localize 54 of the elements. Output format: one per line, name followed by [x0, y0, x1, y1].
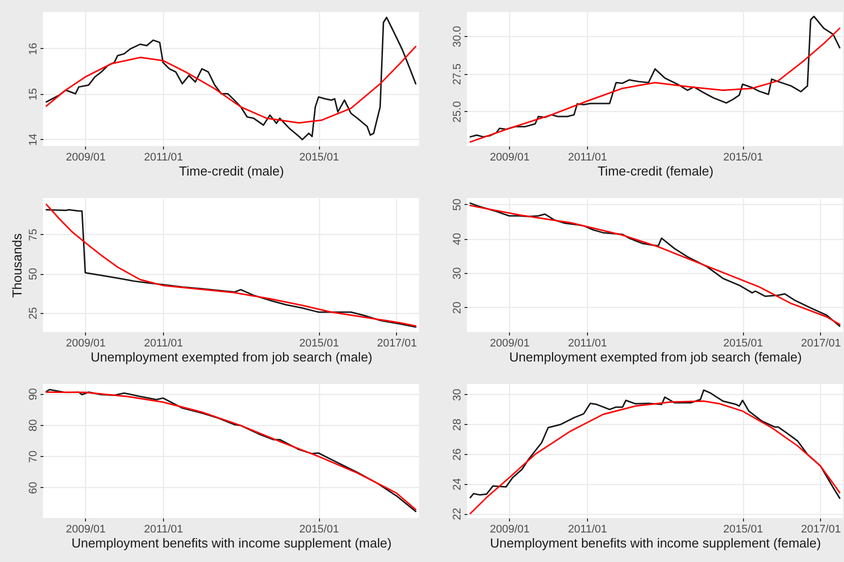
line-series — [46, 46, 416, 124]
y-tick-label: 14 — [28, 134, 40, 146]
x-tick-label: 2015/01 — [299, 524, 339, 536]
x-tick-label: 2009/01 — [490, 152, 530, 164]
x-tick-label: 2017/01 — [377, 338, 417, 350]
x-axis-title: Time-credit (male) — [179, 164, 284, 178]
x-tick-label: 2015/01 — [723, 338, 763, 350]
x-tick-label: 2011/01 — [568, 524, 607, 536]
x-tick-label: 2009/01 — [66, 524, 106, 536]
x-axis-title: Unemployment exempted from job search (female) — [509, 350, 802, 364]
x-tick-label: 2015/01 — [723, 524, 763, 536]
y-axis-title: Thousands — [10, 232, 24, 298]
x-tick-label: 2009/01 — [490, 338, 530, 350]
y-tick-label: 70 — [28, 450, 40, 463]
y-tick-label: 27.5 — [452, 64, 464, 85]
y-tick-label: 80 — [28, 419, 40, 432]
x-axis-title: Unemployment benefits with income supplement (female) — [490, 536, 821, 550]
x-tick-label: 2009/01 — [66, 338, 106, 350]
y-tick-label: 30 — [452, 267, 464, 280]
y-tick-label: 50 — [28, 268, 40, 280]
x-tick-label: 2015/01 — [723, 152, 763, 164]
y-tick-label: 20 — [452, 302, 464, 314]
y-tick-label: 24 — [452, 478, 464, 490]
x-tick-label: 2009/01 — [66, 152, 106, 164]
y-tick-label: 75 — [28, 228, 40, 241]
y-tick-label: 60 — [28, 482, 40, 494]
y-tick-label: 30 — [452, 388, 464, 402]
y-tick-label: 40 — [452, 232, 464, 246]
y-tick-label: 50 — [452, 198, 464, 211]
x-tick-label: 2011/01 — [568, 338, 607, 350]
x-tick-label: 2011/01 — [144, 338, 183, 350]
line-series — [46, 16, 416, 140]
y-tick-label: 16 — [28, 42, 40, 55]
line-series — [470, 389, 840, 499]
x-tick-label: 2011/01 — [144, 524, 183, 536]
y-tick-label: 90 — [28, 388, 40, 400]
x-axis-title: Time-credit (female) — [598, 164, 714, 178]
x-axis-title: Unemployment exempted from job search (male) — [90, 350, 372, 364]
x-tick-label: 2015/01 — [299, 338, 339, 350]
x-tick-label: 2017/01 — [801, 524, 841, 536]
y-tick-label: 26 — [452, 448, 464, 461]
x-tick-label: 2017/01 — [801, 338, 841, 350]
line-series — [470, 400, 840, 514]
y-tick-label: 30.0 — [452, 26, 464, 48]
x-tick-label: 2011/01 — [568, 152, 607, 164]
y-tick-label: 22 — [452, 508, 464, 520]
y-tick-label: 25 — [28, 307, 40, 320]
x-tick-label: 2009/01 — [490, 524, 530, 536]
y-tick-label: 25.0 — [452, 101, 464, 123]
y-tick-label: 15 — [28, 88, 40, 100]
x-tick-label: 2015/01 — [299, 152, 339, 164]
x-axis-title: Unemployment benefits with income supplement (male) — [71, 536, 392, 550]
y-tick-label: 28 — [452, 418, 464, 431]
x-tick-label: 2011/01 — [144, 152, 183, 164]
